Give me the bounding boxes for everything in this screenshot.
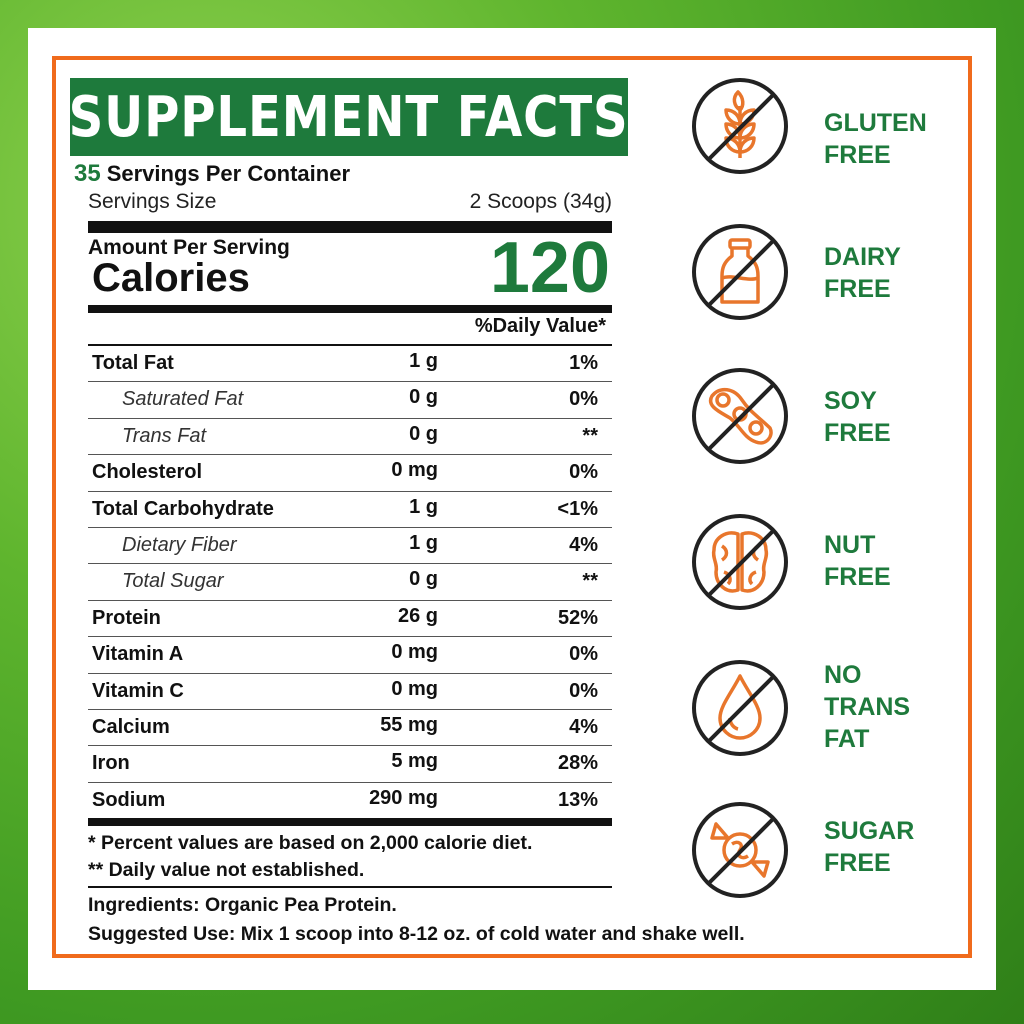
facts-title-bar: SUPPLEMENT FACTS — [69, 78, 630, 156]
nutrient-amount: 26 g — [397, 604, 438, 627]
badge-soy-free: SOY FREE — [824, 387, 891, 447]
nutrient-amount: 0 g — [409, 422, 438, 445]
nutrient-row: Trans Fat 0 g ** — [88, 419, 612, 456]
nutrient-name: Total Carbohydrate — [92, 497, 274, 520]
oil-drop-icon — [692, 660, 788, 756]
nutrient-amount: 290 mg — [369, 786, 438, 809]
nutrient-name: Dietary Fiber — [122, 533, 237, 556]
divider-medium — [88, 818, 612, 826]
nutrient-row: Iron 5 mg 28% — [88, 746, 612, 783]
nutrient-name: Total Fat — [92, 352, 174, 374]
nutrient-daily-value: 0% — [569, 643, 598, 666]
nutrient-daily-value: 0% — [569, 461, 598, 484]
nutrient-table: Total Fat 1 g 1% Saturated Fat 0 g 0% Trans Fa… — [88, 346, 612, 819]
soybean-icon — [692, 368, 788, 464]
wheat-icon — [692, 78, 788, 174]
nutrient-name: Total Sugar — [122, 570, 224, 593]
divider-thin — [88, 344, 612, 346]
servings-per-container: 35 Servings Per Container — [74, 160, 350, 188]
nutrient-daily-value: 28% — [557, 752, 598, 775]
divider-thick — [88, 221, 612, 233]
serving-size-row: Servings Size 2 Scoops (34g) — [88, 190, 612, 214]
nutrient-name: Calcium — [92, 715, 170, 738]
nutrient-row: Total Carbohydrate 1 g <1% — [88, 492, 612, 528]
servings-count: 35 — [74, 160, 101, 187]
nutrient-amount: 5 mg — [391, 750, 438, 773]
nutrient-daily-value: ** — [582, 424, 598, 447]
milk-bottle-icon — [692, 224, 788, 320]
nutrient-row: Dietary Fiber 1 g 4% — [88, 528, 612, 565]
nutrient-daily-value: 4% — [569, 715, 598, 738]
nutrient-amount: 0 mg — [391, 677, 438, 700]
nutrient-row: Total Fat 1 g 1% — [88, 346, 612, 383]
badge-sugar-free: SUGAR FREE — [824, 817, 915, 877]
nutrient-name: Protein — [92, 606, 161, 629]
nutrient-daily-value: ** — [582, 570, 598, 593]
facts-title: SUPPLEMENT FACTS — [69, 84, 630, 150]
servings-per-container-label: Servings Per Container — [106, 161, 351, 186]
serving-size-label: Servings Size — [88, 190, 217, 213]
walnut-icon — [692, 514, 788, 610]
nutrient-name: Saturated Fat — [122, 388, 244, 411]
nutrient-row: Saturated Fat 0 g 0% — [88, 382, 612, 419]
candy-icon — [692, 802, 788, 898]
nutrient-row: Vitamin A 0 mg 0% — [88, 637, 612, 674]
calories-value: 120 — [489, 228, 610, 308]
nutrient-amount: 0 mg — [391, 641, 438, 664]
nutrient-name: Cholesterol — [92, 461, 203, 484]
nutrient-amount: 1 g — [409, 350, 438, 372]
badge-gluten-free: GLUTEN FREE — [824, 109, 927, 169]
footnote-percent: * Percent values are based on 2,000 calo… — [88, 832, 533, 854]
nutrient-daily-value: 52% — [557, 606, 598, 629]
serving-size-value: 2 Scoops (34g) — [469, 190, 612, 213]
nutrient-amount: 0 g — [409, 568, 438, 591]
nutrient-name: Vitamin A — [92, 643, 184, 666]
calories-label: Calories — [92, 256, 250, 300]
divider-medium — [88, 305, 612, 313]
badge-dairy-free: DAIRY FREE — [824, 243, 901, 303]
badge-no-trans-fat: NO TRANS FAT — [824, 661, 911, 753]
nutrient-amount: 0 g — [409, 386, 438, 409]
amount-per-serving: Amount Per Serving — [88, 236, 290, 259]
nutrient-daily-value: 0% — [569, 679, 598, 702]
nutrient-amount: 55 mg — [380, 713, 438, 736]
suggested-use: Suggested Use: Mix 1 scoop into 8-12 oz.… — [88, 923, 745, 945]
nutrient-row: Protein 26 g 52% — [88, 601, 612, 638]
footnote-daily-value: ** Daily value not established. — [88, 859, 365, 881]
nutrient-daily-value: <1% — [557, 497, 598, 520]
nutrient-row: Cholesterol 0 mg 0% — [88, 455, 612, 492]
nutrient-daily-value: 13% — [557, 788, 598, 811]
nutrient-row: Vitamin C 0 mg 0% — [88, 674, 612, 710]
nutrient-daily-value: 4% — [569, 533, 598, 556]
nutrient-row: Calcium 55 mg 4% — [88, 710, 612, 747]
nutrient-name: Trans Fat — [122, 424, 207, 447]
nutrient-daily-value: 0% — [569, 388, 598, 411]
daily-value-header: %Daily Value* — [474, 315, 606, 337]
nutrient-name: Iron — [92, 752, 130, 775]
nutrient-name: Vitamin C — [92, 679, 184, 702]
nutrient-daily-value: 1% — [569, 352, 598, 374]
nutrient-amount: 1 g — [409, 495, 438, 518]
nutrient-row: Sodium 290 mg 13% — [88, 783, 612, 819]
orange-frame — [52, 56, 972, 958]
divider-thin — [88, 886, 612, 888]
nutrient-row: Total Sugar 0 g ** — [88, 564, 612, 601]
ingredients: Ingredients: Organic Pea Protein. — [88, 894, 397, 916]
badge-nut-free: NUT FREE — [824, 531, 891, 591]
nutrient-amount: 1 g — [409, 531, 438, 554]
nutrient-name: Sodium — [92, 788, 166, 811]
nutrient-amount: 0 mg — [391, 459, 438, 482]
